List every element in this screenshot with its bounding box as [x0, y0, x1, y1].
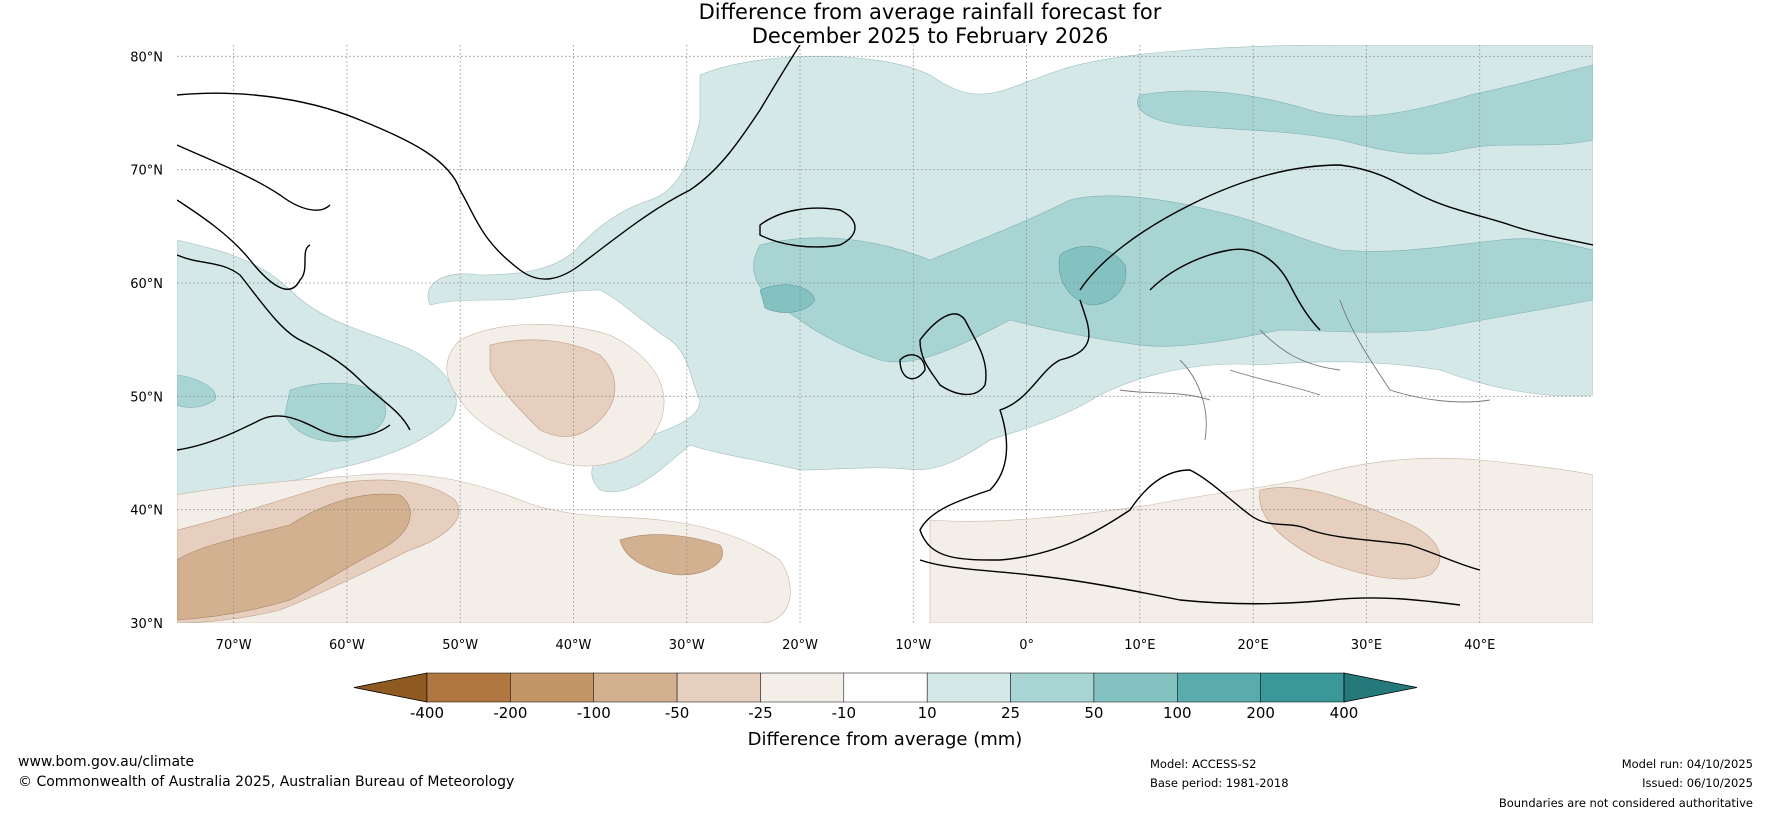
graticule: [177, 45, 1593, 623]
longitude-label: 70°W: [216, 638, 252, 653]
colorbar-tick-label: 10: [918, 704, 937, 722]
colorbar-tick-label: 200: [1246, 704, 1275, 722]
longitude-label: 10°W: [895, 638, 931, 653]
coastline-iceland: [759, 207, 856, 248]
longitude-label: 20°E: [1238, 638, 1269, 653]
longitude-label: 40°E: [1464, 638, 1495, 653]
longitude-label: 60°W: [329, 638, 365, 653]
negative-anomaly-azores: [489, 339, 616, 437]
longitude-label: 40°W: [556, 638, 592, 653]
coastline-british-isles: [899, 313, 987, 396]
base-period-text: Base period: 1981-2018: [1150, 776, 1289, 790]
longitude-label: 0°: [1019, 638, 1034, 653]
anomaly-shading: [177, 45, 1593, 623]
latitude-label: 60°N: [130, 277, 163, 292]
issued-text: Issued: 06/10/2025: [1642, 776, 1753, 790]
title-line-2: December 2025 to February 2026: [751, 24, 1109, 48]
positive-anomaly-newfoundland: [284, 382, 387, 442]
title-line-1: Difference from average rainfall forecas…: [698, 0, 1162, 24]
coastline-north-africa: [919, 559, 1461, 606]
colorbar-extend-low: [353, 672, 428, 703]
coastline-greenland: [177, 45, 801, 280]
positive-anomaly-norway-coast: [1058, 246, 1127, 306]
colorbar-tick-label: -50: [665, 704, 690, 722]
coastline-canadian-arctic: [177, 144, 331, 290]
colorbar-swatch: [760, 672, 845, 703]
colorbar-swatch: [1260, 672, 1345, 703]
positive-anomaly-scandinavia: [753, 195, 1593, 363]
longitude-label: 50°W: [442, 638, 478, 653]
model-text: Model: ACCESS-S2: [1150, 757, 1257, 771]
colorbar-swatch: [1010, 672, 1095, 703]
colorbar-tick-label: 25: [1001, 704, 1020, 722]
website-link[interactable]: www.bom.gov.au/climate: [18, 754, 195, 770]
longitude-label: 20°W: [782, 638, 818, 653]
negative-anomaly-mediterranean: [929, 457, 1593, 623]
colorbar-label: Difference from average (mm): [748, 729, 1023, 750]
country-borders: [1119, 299, 1491, 441]
coastline-labrador: [177, 254, 411, 451]
colorbar-swatch: [1177, 672, 1261, 703]
colorbar-swatch: [676, 672, 761, 703]
latitude-label: 70°N: [130, 164, 163, 179]
colorbar-swatch: [926, 672, 1011, 703]
copyright-text: © Commonwealth of Australia 2025, Austra…: [18, 774, 515, 790]
latitude-label: 40°N: [130, 504, 163, 519]
latitude-labels: 80°N 70°N 60°N 50°N 40°N 30°N: [130, 50, 163, 632]
longitude-label: 10°E: [1124, 638, 1155, 653]
colorbar-tick-label: -400: [410, 704, 444, 722]
colorbar-tick-label: -200: [493, 704, 527, 722]
colorbar-tick-label: 50: [1084, 704, 1103, 722]
longitude-label: 30°W: [669, 638, 705, 653]
positive-anomaly-arctic: [1137, 64, 1593, 155]
colorbar-swatch: [1093, 672, 1178, 703]
negative-anomaly-bermuda: [177, 493, 411, 621]
positive-anomaly-mid-atlantic: [759, 284, 816, 313]
latitude-label: 30°N: [130, 617, 163, 632]
coastlines: [177, 45, 1593, 606]
colorbar: -400 -200 -100 -50 -25 -10 10 25 50 100 200 400: [353, 672, 1418, 722]
negative-anomaly-open-ocean: [619, 534, 723, 576]
coastline-scandinavia: [1079, 164, 1593, 331]
coastline-europe-atlantic: [919, 299, 1481, 571]
positive-anomaly-hudson: [177, 374, 217, 408]
latitude-label: 80°N: [130, 50, 163, 65]
colorbar-swatch: [593, 672, 678, 703]
colorbar-tick-label: -25: [748, 704, 773, 722]
latitude-label: 50°N: [130, 390, 163, 405]
colorbar-tick-label: 100: [1163, 704, 1192, 722]
colorbar-tick-label: 400: [1330, 704, 1359, 722]
longitude-labels: 70°W 60°W 50°W 40°W 30°W 20°W 10°W 0° 10°E 20°E 30…: [216, 638, 1496, 653]
colorbar-swatch: [426, 672, 511, 703]
model-run-text: Model run: 04/10/2025: [1621, 757, 1753, 771]
colorbar-tick-label: -100: [577, 704, 611, 722]
map-title: Difference from average rainfall forecas…: [0, 0, 1770, 48]
colorbar-extend-high: [1343, 672, 1418, 703]
colorbar-tick-label: -10: [832, 704, 857, 722]
colorbar-swatch: [843, 672, 928, 703]
longitude-label: 30°E: [1351, 638, 1382, 653]
colorbar-swatch: [510, 672, 594, 703]
border-europe: [1119, 299, 1491, 441]
disclaimer-text: Boundaries are not considered authoritat…: [1498, 796, 1753, 810]
negative-anomaly-aegean: [1259, 487, 1441, 580]
map-plot-area: [177, 45, 1593, 623]
